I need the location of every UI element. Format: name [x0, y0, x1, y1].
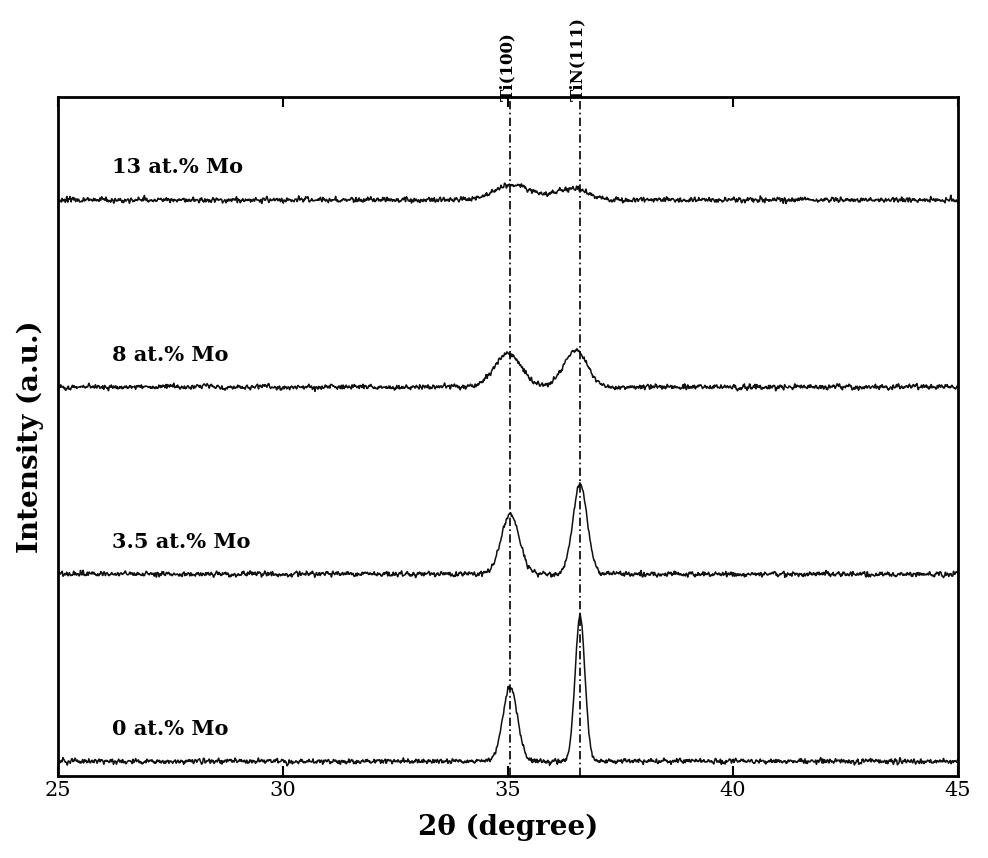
- Text: 0 at.% Mo: 0 at.% Mo: [112, 719, 228, 739]
- Text: 13 at.% Mo: 13 at.% Mo: [112, 158, 243, 178]
- X-axis label: 2θ (degree): 2θ (degree): [418, 814, 598, 842]
- Text: 3.5 at.% Mo: 3.5 at.% Mo: [112, 532, 250, 552]
- Text: 8 at.% Mo: 8 at.% Mo: [112, 345, 228, 365]
- Text: TiN(111): TiN(111): [569, 17, 586, 100]
- Y-axis label: Intensity (a.u.): Intensity (a.u.): [17, 320, 44, 553]
- Text: Ti(100): Ti(100): [500, 32, 517, 100]
